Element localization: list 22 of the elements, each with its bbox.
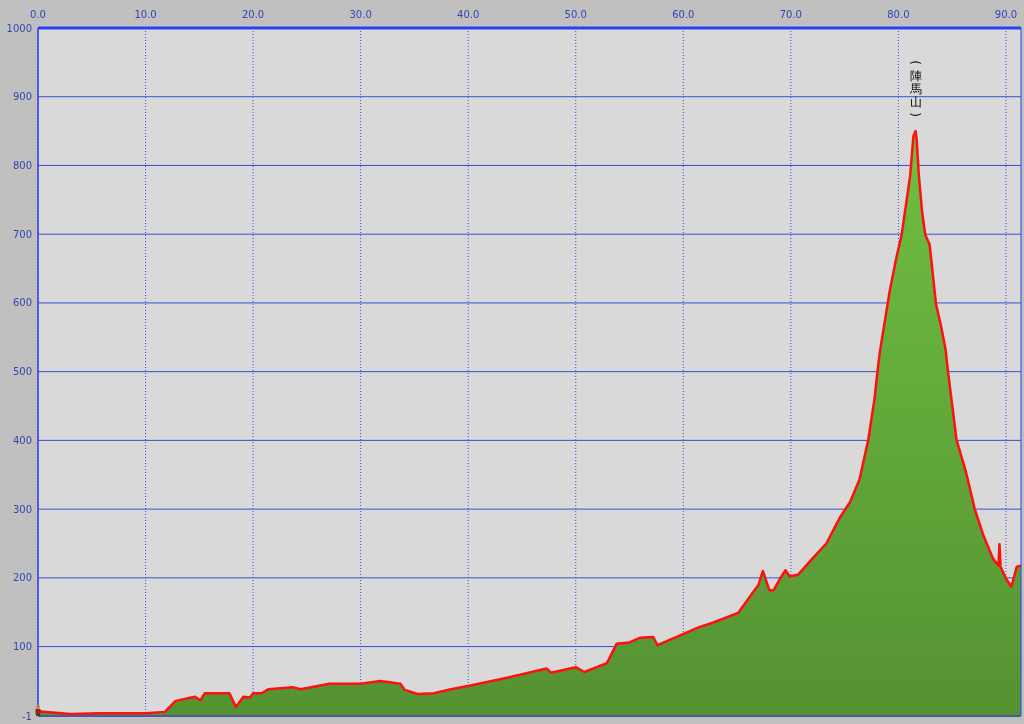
x-tick-label: 90.0 xyxy=(994,9,1018,20)
x-tick-label: 0.0 xyxy=(30,9,46,20)
y-tick-label: 800 xyxy=(12,159,32,171)
y-tick-label: 1000 xyxy=(6,22,32,34)
y-tick-label: 900 xyxy=(12,91,32,103)
y-tick-label: 100 xyxy=(12,641,32,653)
x-tick-label: 50.0 xyxy=(564,9,587,20)
x-tick-label: 80.0 xyxy=(887,9,910,20)
annotation: (陣馬山) xyxy=(908,60,923,117)
x-tick-label: 40.0 xyxy=(457,9,480,20)
y-tick-label: -1 xyxy=(22,710,32,722)
x-tick-label: 10.0 xyxy=(134,9,157,20)
y-tick-label: 400 xyxy=(12,434,32,446)
y-tick-label: 700 xyxy=(12,228,32,240)
x-tick-label: 70.0 xyxy=(779,9,802,20)
y-tick-label: 600 xyxy=(12,297,32,309)
x-tick-label: 30.0 xyxy=(349,9,372,20)
x-tick-label: 60.0 xyxy=(672,9,695,20)
x-tick-label: 20.0 xyxy=(241,9,265,20)
y-tick-label: 200 xyxy=(12,572,32,584)
y-tick-label: 500 xyxy=(12,366,32,378)
y-tick-label: 300 xyxy=(12,503,32,515)
